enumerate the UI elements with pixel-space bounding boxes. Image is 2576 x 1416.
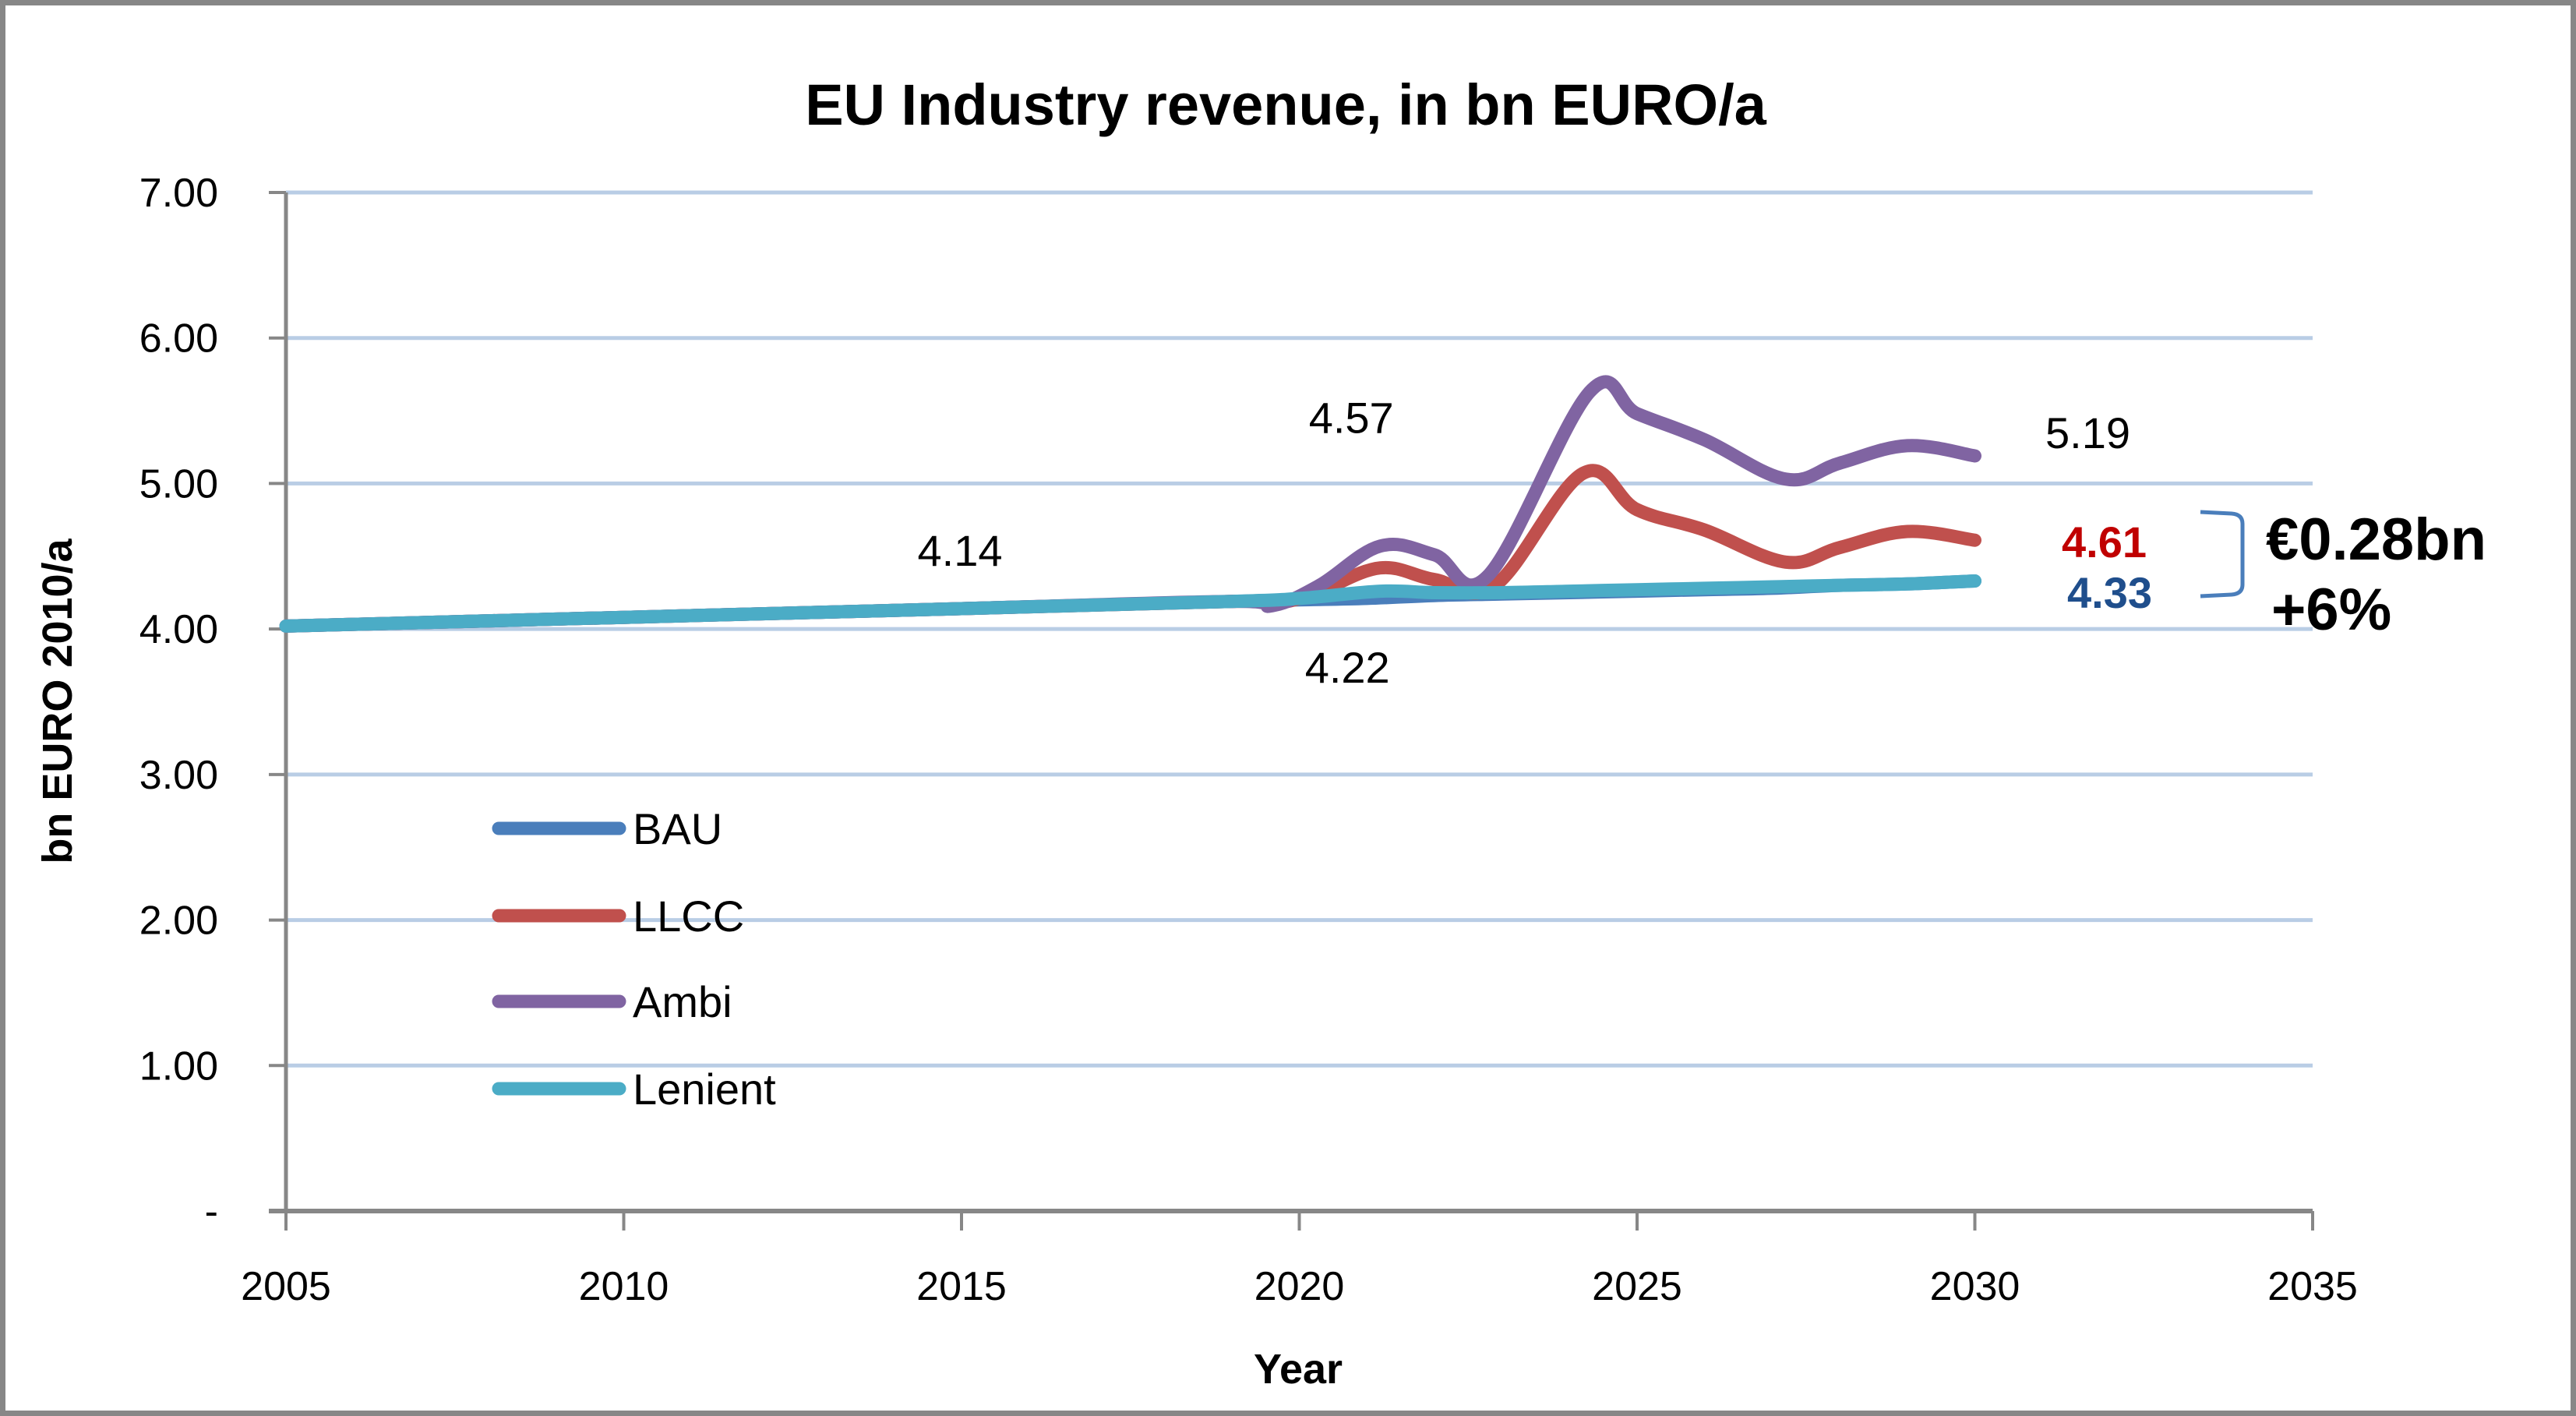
difference-percent-label: +6% — [2271, 577, 2391, 643]
legend-label-ambi: Ambi — [633, 977, 732, 1026]
y-axis-tick-labels: - 1.00 2.00 3.00 4.00 5.00 6.00 7.00 — [139, 171, 218, 1234]
y-tick-label: 5.00 — [139, 461, 218, 507]
data-label: 4.22 — [1305, 643, 1390, 692]
y-tick-label: 6.00 — [139, 316, 218, 362]
x-axis-tick-labels: 2005 2010 2015 2020 2025 2030 2035 — [241, 1264, 2358, 1309]
annotations: 4.61 4.33 €0.28bn +6% — [2062, 507, 2486, 643]
legend: BAU LLCC Ambi Lenient — [492, 804, 776, 1114]
difference-bracket-icon — [2200, 510, 2245, 599]
data-labels: 4.14 4.57 4.22 5.19 — [918, 394, 2131, 692]
data-label: 5.19 — [2045, 408, 2130, 457]
x-tick-label: 2015 — [916, 1264, 1007, 1309]
y-tick-label: 1.00 — [139, 1043, 218, 1089]
x-axis-title: Year — [1254, 1346, 1343, 1393]
legend-label-llcc: LLCC — [633, 892, 744, 941]
legend-label-lenient: Lenient — [633, 1065, 776, 1114]
difference-amount-label: €0.28bn — [2266, 507, 2486, 573]
y-tick-label: 7.00 — [139, 171, 218, 216]
series-line-lenient — [279, 574, 1981, 633]
x-tick-label: 2020 — [1254, 1264, 1345, 1309]
x-tick-label: 2035 — [2267, 1264, 2358, 1309]
y-tick-label: 2.00 — [139, 899, 218, 944]
gridlines — [286, 190, 2313, 1068]
y-tick-label: 4.00 — [139, 607, 218, 652]
x-tick-label: 2025 — [1592, 1264, 1682, 1309]
y-tick-label: - — [205, 1189, 218, 1234]
data-label: 4.14 — [918, 526, 1003, 575]
chart-title: EU Industry revenue, in bn EURO/a — [805, 72, 1766, 137]
y-axis-title: bn EURO 2010/a — [34, 538, 81, 863]
data-label: 4.57 — [1309, 394, 1394, 443]
series-lines — [279, 375, 1981, 633]
legend-label-bau: BAU — [633, 804, 722, 853]
bau-end-value-label: 4.33 — [2067, 568, 2152, 617]
llcc-end-value-label: 4.61 — [2062, 517, 2147, 567]
y-tick-label: 3.00 — [139, 753, 218, 798]
x-tick-label: 2005 — [241, 1264, 331, 1309]
x-tick-label: 2030 — [1930, 1264, 2020, 1309]
axes — [269, 191, 2314, 1231]
x-tick-label: 2010 — [579, 1264, 669, 1309]
